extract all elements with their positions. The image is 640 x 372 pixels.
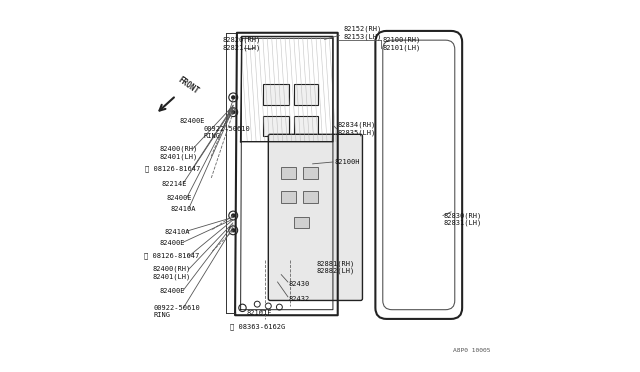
Text: A8P0 10005: A8P0 10005 xyxy=(453,348,490,353)
Text: 82820(RH)
82821(LH): 82820(RH) 82821(LH) xyxy=(222,37,260,51)
Text: Ⓢ 08363-6162G: Ⓢ 08363-6162G xyxy=(230,324,285,330)
Bar xyxy=(294,116,318,136)
Bar xyxy=(294,84,318,105)
Bar xyxy=(281,167,296,179)
Text: 82100(RH)
82101(LH): 82100(RH) 82101(LH) xyxy=(382,37,420,51)
Circle shape xyxy=(232,214,235,217)
Text: 82430: 82430 xyxy=(289,281,310,287)
Text: 82432: 82432 xyxy=(289,296,310,302)
Text: 82410A: 82410A xyxy=(165,229,191,235)
Text: 82400(RH)
82401(LH): 82400(RH) 82401(LH) xyxy=(159,146,198,160)
Text: 00922-50610
RING: 00922-50610 RING xyxy=(153,305,200,318)
Bar xyxy=(263,84,289,105)
Circle shape xyxy=(232,111,235,113)
Text: 82152(RH)
82153(LH): 82152(RH) 82153(LH) xyxy=(343,26,381,40)
FancyBboxPatch shape xyxy=(376,31,462,319)
FancyBboxPatch shape xyxy=(383,40,455,310)
Text: 82101F: 82101F xyxy=(246,310,271,316)
Bar xyxy=(303,167,318,179)
Text: 82214E: 82214E xyxy=(161,181,187,187)
Text: FRONT: FRONT xyxy=(176,75,200,96)
Text: 82400E: 82400E xyxy=(159,288,185,294)
Text: 82400(RH)
82401(LH): 82400(RH) 82401(LH) xyxy=(152,266,190,280)
Text: Ⓑ 08126-81647: Ⓑ 08126-81647 xyxy=(145,165,200,171)
Bar xyxy=(294,217,309,228)
Bar xyxy=(281,191,296,203)
Text: 82410A: 82410A xyxy=(170,206,196,212)
Text: 82834(RH)
82835(LH): 82834(RH) 82835(LH) xyxy=(338,122,376,136)
FancyBboxPatch shape xyxy=(268,134,362,301)
Circle shape xyxy=(232,229,235,232)
Text: 00922-50610
RING: 00922-50610 RING xyxy=(204,126,250,139)
Text: 82881(RH)
82882(LH): 82881(RH) 82882(LH) xyxy=(316,260,355,274)
Bar xyxy=(278,151,300,169)
Text: 82830(RH)
82831(LH): 82830(RH) 82831(LH) xyxy=(444,212,482,226)
Text: 82100H: 82100H xyxy=(334,159,360,165)
Text: 82400E: 82400E xyxy=(167,195,192,201)
Text: Ⓑ 08126-81647: Ⓑ 08126-81647 xyxy=(143,253,199,259)
Bar xyxy=(263,116,289,136)
Circle shape xyxy=(232,96,235,99)
Text: 82400E: 82400E xyxy=(159,240,185,246)
Bar xyxy=(303,191,318,203)
Text: 82400E: 82400E xyxy=(180,118,205,124)
